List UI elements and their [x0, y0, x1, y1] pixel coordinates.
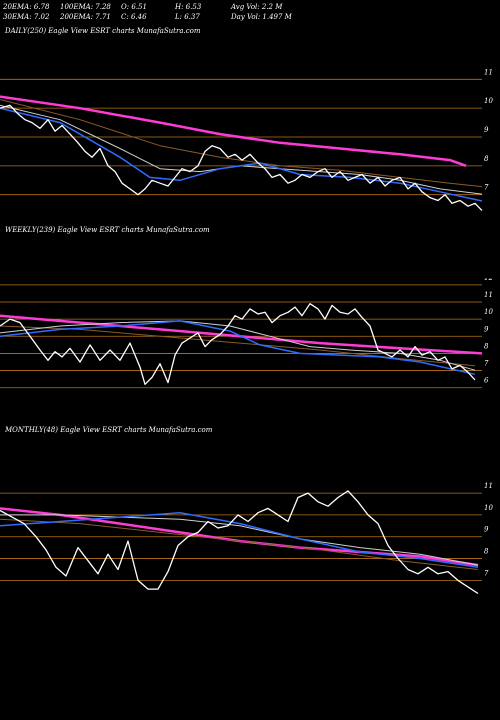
close-stat: C: 6.46	[121, 13, 147, 21]
daily-ytick-label: 7	[484, 184, 489, 192]
weekly-panel-title: WEEKLY(239) Eagle View ESRT charts Munaf…	[5, 226, 210, 234]
ema200-stat: 200EMA: 7.71	[60, 13, 111, 21]
open-stat: O: 6.51	[121, 3, 147, 11]
daily-ytick-label: 10	[484, 97, 493, 105]
monthly-panel-title: MONTHLY(48) Eagle View ESRT charts Munaf…	[5, 426, 213, 434]
monthly-chart: 7 8 9 10 11	[0, 482, 493, 595]
weekly-ytick-label: 6	[484, 377, 489, 385]
weekly-ytick-label: 12	[484, 278, 493, 282]
weekly-ema30-line	[0, 320, 476, 371]
low-stat: L: 6.37	[175, 13, 200, 21]
weekly-ytick-label: 8	[484, 342, 489, 350]
daily-ema200-line	[0, 95, 467, 167]
ema20-stat: 20EMA: 6.78	[3, 3, 50, 11]
monthly-ytick-label: 8	[484, 548, 489, 556]
monthly-price-line	[0, 490, 479, 595]
daily-ema100-line	[0, 99, 483, 188]
monthly-ema20-line	[0, 511, 479, 569]
weekly-ytick-label: 9	[484, 325, 489, 333]
monthly-ytick-label: 10	[484, 504, 493, 512]
monthly-ytick-label: 11	[484, 482, 493, 490]
weekly-ytick-label: 7	[484, 360, 489, 368]
monthly-ytick-label: 9	[484, 526, 489, 534]
weekly-price-line	[0, 303, 476, 385]
weekly-chart: 6 7 8 9 10 11 12	[0, 278, 493, 389]
weekly-ema20-line	[0, 320, 476, 376]
daily-ytick-label: 9	[484, 126, 489, 134]
weekly-ema100-line	[0, 325, 476, 367]
ema30-stat: 30EMA: 7.02	[3, 13, 50, 21]
daily-ytick-label: 8	[484, 155, 489, 163]
ema100-stat: 100EMA: 7.28	[60, 3, 111, 11]
weekly-ema200-line	[0, 314, 483, 355]
day-vol-stat: Day Vol: 1.497 M	[231, 13, 292, 21]
daily-ytick-label: 11	[484, 68, 493, 76]
daily-panel-title: DAILY(250) Eagle View ESRT charts Munafa…	[5, 27, 201, 35]
weekly-ytick-label: 11	[484, 291, 493, 299]
daily-ema20-line	[0, 107, 483, 202]
high-stat: H: 6.53	[175, 3, 202, 11]
avg-vol-stat: Avg Vol: 2.2 M	[231, 3, 283, 11]
daily-price-line	[0, 104, 483, 212]
daily-ema30-line	[0, 104, 483, 195]
monthly-ema30-line	[0, 514, 479, 566]
weekly-ytick-label: 10	[484, 308, 493, 316]
daily-chart: 7 8 9 10 11	[0, 68, 493, 212]
monthly-ytick-label: 7	[484, 569, 489, 577]
